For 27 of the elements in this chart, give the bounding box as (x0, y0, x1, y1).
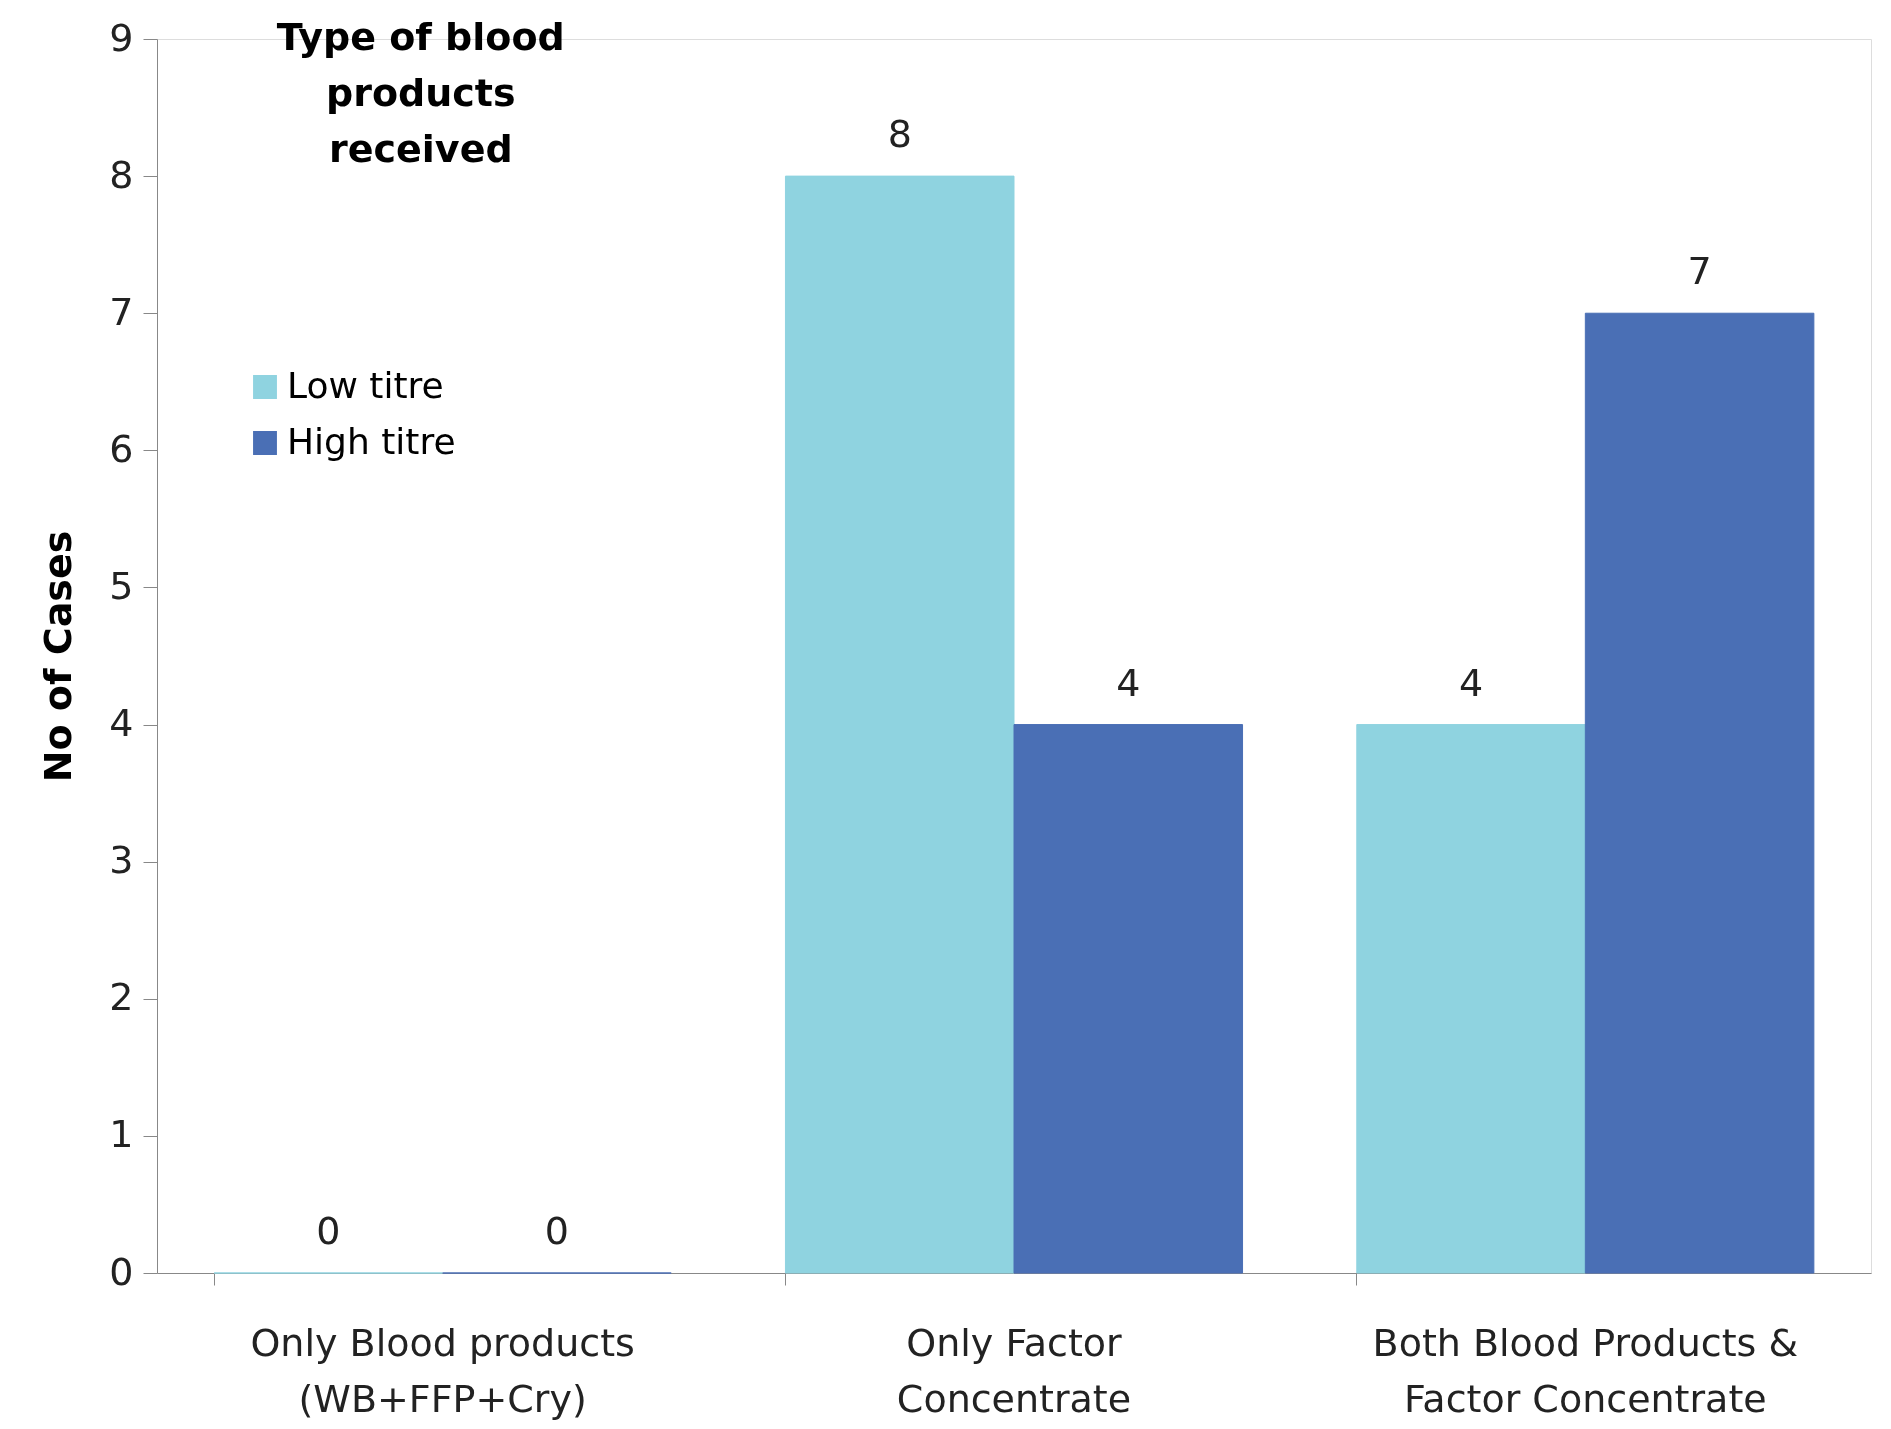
y-tick-label: 3 (109, 838, 134, 883)
legend-label: High titre (287, 421, 456, 462)
x-tick-label: Both Blood Products & Factor Concentrate (1372, 1320, 1799, 1421)
bar (1356, 724, 1586, 1274)
data-label: 8 (887, 112, 912, 157)
y-tick-label: 4 (109, 701, 134, 746)
y-tick-label: 8 (109, 152, 134, 197)
y-axis-title: No of Cases (36, 530, 81, 783)
y-tick-label: 1 (109, 1112, 134, 1157)
y-tick-label: 7 (109, 289, 134, 334)
legend-label: Low titre (287, 365, 444, 406)
data-label: 4 (1458, 660, 1484, 705)
bar (1584, 312, 1815, 1274)
x-tick-label: Only Blood products (WB+FFP+Cry) (250, 1320, 635, 1421)
data-label: 7 (1687, 249, 1712, 294)
data-label: 0 (316, 1209, 341, 1253)
y-tick-label: 5 (109, 563, 134, 608)
data-label: 4 (1116, 660, 1141, 705)
bar (1013, 724, 1244, 1274)
y-tick-label: 0 (109, 1249, 134, 1294)
data-label: 0 (544, 1209, 570, 1253)
y-tick-label: 2 (109, 975, 134, 1020)
x-tick-label: Only Factor Concentrate (896, 1320, 1132, 1421)
y-tick-label: 9 (109, 15, 134, 60)
text: Type of blood products received (276, 15, 565, 171)
bar (784, 175, 1015, 1274)
y-tick-label: 6 (109, 426, 134, 471)
